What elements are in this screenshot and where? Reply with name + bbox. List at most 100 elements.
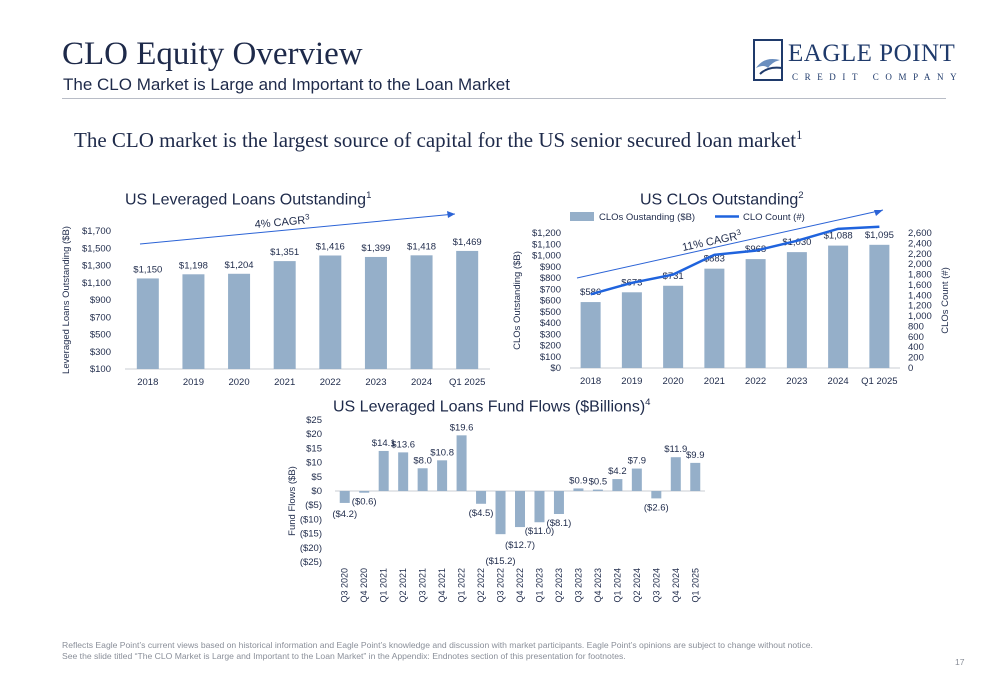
flows-bar bbox=[651, 491, 662, 499]
flows-x-tick-label: Q1 2025 bbox=[690, 568, 700, 603]
clos-cagr-label: 11% CAGR3 bbox=[681, 227, 744, 254]
eagle-icon bbox=[753, 39, 783, 81]
flows-chart-title: US Leveraged Loans Fund Flows ($Billions… bbox=[333, 397, 651, 416]
flows-bar bbox=[690, 462, 701, 491]
flows-y-tick-label: ($20) bbox=[300, 543, 322, 554]
clos-legend-label-bars: CLOs Oustanding ($B) bbox=[599, 212, 695, 223]
clos-data-label: $883 bbox=[704, 254, 725, 265]
loans-y-tick-label: $1,300 bbox=[82, 261, 111, 272]
clos-y2-tick-label: 1,200 bbox=[908, 301, 932, 312]
clos-y2-tick-label: 2,600 bbox=[908, 228, 932, 239]
loans-x-tick-label: 2023 bbox=[365, 377, 386, 388]
flows-y-tick-label: ($5) bbox=[305, 500, 322, 511]
clos-bar bbox=[745, 259, 766, 368]
clos-data-label: $1,030 bbox=[782, 237, 811, 248]
headline: The CLO market is the largest source of … bbox=[74, 128, 802, 153]
clos-y-tick-label: $800 bbox=[540, 273, 561, 284]
clos-y2-tick-label: 800 bbox=[908, 321, 924, 332]
flows-chart: ($25) ($20) ($15) ($10) ($5) $0 $5 $10 $15 $20 $25… bbox=[287, 415, 705, 603]
loans-data-label: $1,399 bbox=[361, 243, 390, 254]
flows-data-label: $13.6 bbox=[391, 439, 415, 450]
flows-bar bbox=[534, 491, 545, 523]
clos-bar bbox=[580, 302, 601, 368]
flows-bar bbox=[631, 468, 642, 491]
flows-data-label: $8.0 bbox=[413, 455, 432, 466]
clos-y-tick-label: $600 bbox=[540, 296, 561, 307]
flows-bar bbox=[592, 489, 603, 491]
flows-y-tick-label: ($10) bbox=[300, 514, 322, 525]
flows-data-label: $4.2 bbox=[608, 466, 627, 477]
loans-data-label: $1,351 bbox=[270, 247, 299, 258]
clos-y-tick-label: $700 bbox=[540, 284, 561, 295]
clos-legend-label-line: CLO Count (#) bbox=[743, 212, 805, 223]
loans-cagr-arrowhead bbox=[447, 211, 455, 218]
flows-x-tick-label: Q1 2024 bbox=[612, 568, 622, 603]
flows-bar bbox=[378, 450, 389, 491]
loans-y-tick-label: $100 bbox=[90, 364, 111, 375]
clos-bar bbox=[704, 268, 725, 368]
flows-x-tick-label: Q3 2020 bbox=[340, 568, 350, 603]
flows-bar bbox=[359, 491, 370, 493]
clos-y-tick-label: $0 bbox=[550, 363, 561, 374]
loans-cagr-arrow bbox=[139, 213, 456, 245]
loans-x-tick-label: 2019 bbox=[183, 377, 204, 388]
flows-data-label: ($11.0) bbox=[525, 526, 554, 537]
clos-bar bbox=[869, 244, 890, 368]
flows-x-tick-label: Q1 2022 bbox=[457, 568, 467, 603]
flows-bar bbox=[515, 491, 525, 528]
flows-data-label: ($4.2) bbox=[332, 509, 357, 520]
flows-x-tick-label: Q4 2023 bbox=[593, 568, 603, 603]
clos-y2-tick-label: 1,400 bbox=[908, 290, 932, 301]
loans-data-label: $1,416 bbox=[316, 241, 345, 252]
clos-x-tick-label: 2021 bbox=[704, 376, 725, 387]
flows-data-label: ($4.5) bbox=[469, 508, 494, 519]
loans-chart: $100 $300 $500 $700 $900 $1,100 $1,300 $1,500 $1… bbox=[61, 211, 490, 388]
flows-chart-title-text: US Leveraged Loans Fund Flows ($Billions… bbox=[333, 398, 646, 416]
loans-y-tick-label: $1,100 bbox=[82, 278, 111, 289]
loans-x-tick-label: 2022 bbox=[320, 377, 341, 388]
flows-bar bbox=[553, 491, 564, 515]
clos-y2-tick-label: 0 bbox=[908, 363, 913, 374]
clos-bar bbox=[663, 285, 684, 368]
flows-x-tick-label: Q4 2020 bbox=[359, 568, 369, 603]
clos-data-label: $586 bbox=[580, 287, 601, 298]
loans-bar bbox=[319, 255, 342, 369]
flows-y-tick-label: $10 bbox=[306, 458, 322, 469]
clos-legend-swatch-bars bbox=[570, 212, 594, 221]
clos-x-tick-label: 2022 bbox=[745, 376, 766, 387]
flows-x-tick-label: Q2 2023 bbox=[554, 568, 564, 603]
loans-y-tick-label: $1,700 bbox=[82, 226, 111, 237]
loans-bar bbox=[273, 261, 296, 369]
loans-bar bbox=[228, 273, 251, 369]
clos-y-tick-label: $300 bbox=[540, 329, 561, 340]
flows-bar bbox=[339, 491, 350, 503]
flows-data-label: $7.9 bbox=[628, 456, 647, 467]
clos-y-tick-label: $900 bbox=[540, 262, 561, 273]
flows-x-tick-label: Q3 2024 bbox=[651, 568, 661, 603]
loans-x-tick-label: 2020 bbox=[228, 377, 249, 388]
clos-cagr-arrow bbox=[576, 209, 884, 279]
flows-x-tick-label: Q2 2022 bbox=[476, 568, 486, 603]
clos-y2-tick-label: 400 bbox=[908, 342, 924, 353]
flows-x-tick-label: Q4 2022 bbox=[515, 568, 525, 603]
clos-chart: $0$100$200$300$400$500$600$700$800$900$1… bbox=[512, 209, 951, 387]
clos-bar bbox=[621, 292, 642, 368]
flows-bar bbox=[456, 435, 467, 491]
page-subtitle: The CLO Market is Large and Important to… bbox=[63, 75, 510, 94]
clos-x-tick-label: 2024 bbox=[828, 376, 849, 387]
flows-x-tick-label: Q3 2022 bbox=[496, 568, 506, 603]
footnote-line-2: See the slide titled “The CLO Market is … bbox=[62, 651, 626, 661]
loans-data-label: $1,418 bbox=[407, 241, 436, 252]
flows-x-tick-label: Q2 2024 bbox=[632, 568, 642, 603]
loans-y-tick-label: $1,500 bbox=[82, 243, 111, 254]
clos-x-tick-label: 2023 bbox=[786, 376, 807, 387]
loans-x-tick-label: Q1 2025 bbox=[449, 377, 485, 388]
clos-data-label: $731 bbox=[663, 271, 684, 282]
clos-y-tick-label: $200 bbox=[540, 341, 561, 352]
footnote-line-1: Reflects Eagle Point’s current views bas… bbox=[62, 640, 813, 650]
page-number: 17 bbox=[955, 657, 965, 667]
loans-data-label: $1,469 bbox=[453, 237, 482, 248]
flows-y-axis-title: Fund Flows ($B) bbox=[287, 466, 298, 536]
clos-chart-title-text: US CLOs Outstanding bbox=[640, 191, 799, 209]
flows-data-label: $19.6 bbox=[450, 422, 474, 433]
